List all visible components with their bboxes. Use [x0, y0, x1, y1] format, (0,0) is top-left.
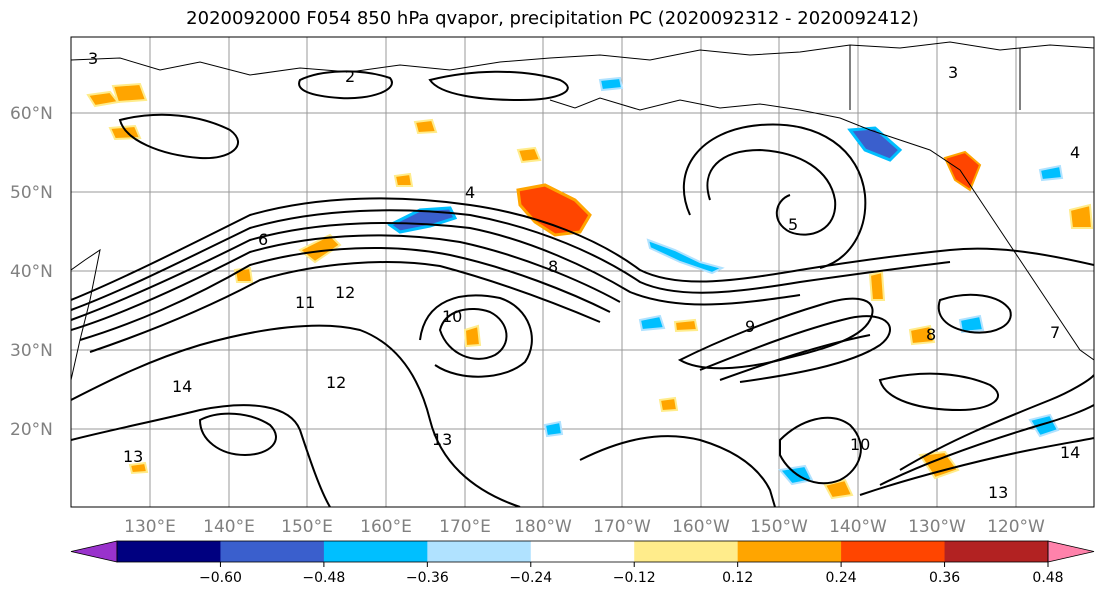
map-content: 3 2 4 6 8 10 11 12 13 14 5 7 9 12 13 13 … — [71, 37, 1094, 507]
svg-text:9: 9 — [745, 317, 755, 336]
colorbar-extend-low — [70, 540, 118, 563]
lon-label: 160°W — [672, 517, 730, 537]
svg-text:10: 10 — [850, 435, 870, 454]
colorbar-segment — [634, 541, 739, 562]
svg-text:12: 12 — [335, 283, 355, 302]
colorbar-ticks: −0.60 −0.48 −0.36 −0.24 −0.12 0.12 0.24 0.36 0.4… — [199, 562, 1064, 586]
lon-label: 140°W — [829, 517, 887, 537]
latitude-labels: 60°N 50°N 40°N 30°N 20°N — [10, 104, 53, 440]
svg-text:13: 13 — [988, 483, 1008, 502]
colorbar-tick-label: −0.60 — [199, 570, 242, 586]
precip-patches — [86, 76, 1094, 500]
svg-text:4: 4 — [465, 183, 475, 202]
svg-text:10: 10 — [442, 307, 462, 326]
lon-label: 150°E — [281, 517, 333, 537]
svg-text:7: 7 — [1050, 323, 1060, 342]
lon-label: 180°W — [514, 517, 572, 537]
svg-text:8: 8 — [926, 325, 936, 344]
svg-text:2: 2 — [345, 67, 355, 86]
svg-text:13: 13 — [432, 430, 452, 449]
lat-label: 60°N — [10, 104, 53, 124]
colorbar: −0.60 −0.48 −0.36 −0.24 −0.12 0.12 0.24 0.36 0.4… — [70, 540, 1095, 586]
contour-lines — [71, 70, 1094, 507]
map-frame — [70, 36, 1095, 508]
lon-label: 170°W — [593, 517, 651, 537]
lon-label: 130°E — [124, 517, 176, 537]
colorbar-tick-label: −0.48 — [302, 570, 345, 586]
colorbar-tick-label: 0.24 — [826, 570, 857, 586]
colorbar-tick-label: 0.36 — [929, 570, 960, 586]
lon-label: 170°E — [439, 517, 491, 537]
lon-label: 160°E — [360, 517, 412, 537]
colorbar-segment — [530, 541, 635, 562]
colorbar-segments — [70, 540, 1095, 563]
colorbar-segment — [427, 541, 532, 562]
colorbar-tick-label: −0.12 — [613, 570, 656, 586]
svg-text:14: 14 — [172, 377, 192, 396]
svg-text:14: 14 — [1060, 443, 1080, 462]
lat-label: 40°N — [10, 262, 53, 282]
longitude-labels: 130°E 140°E 150°E 160°E 170°E 180°W 170°… — [124, 517, 1045, 537]
colorbar-extend-high — [1047, 540, 1095, 563]
map-title: 2020092000 F054 850 hPa qvapor, precipit… — [186, 8, 919, 29]
svg-text:4: 4 — [1070, 143, 1080, 162]
svg-text:12: 12 — [326, 373, 346, 392]
lat-label: 20°N — [10, 420, 53, 440]
map-panel — [71, 37, 1094, 507]
lon-label: 150°W — [750, 517, 808, 537]
colorbar-segment — [841, 541, 946, 562]
coastlines — [71, 41, 1094, 381]
svg-text:13: 13 — [123, 447, 143, 466]
lat-label: 50°N — [10, 183, 53, 203]
colorbar-segment — [944, 541, 1049, 562]
colorbar-tick-label: 0.48 — [1032, 570, 1063, 586]
svg-text:3: 3 — [88, 49, 98, 68]
colorbar-tick-label: −0.36 — [406, 570, 449, 586]
contour-labels: 3 2 4 6 8 10 11 12 13 14 5 7 9 12 13 13 … — [88, 49, 1080, 502]
svg-text:11: 11 — [295, 293, 315, 312]
colorbar-segment — [323, 541, 428, 562]
colorbar-segment — [220, 541, 325, 562]
colorbar-segment — [117, 541, 221, 562]
lon-label: 130°W — [908, 517, 966, 537]
lat-label: 30°N — [10, 341, 53, 361]
svg-text:8: 8 — [548, 257, 558, 276]
svg-text:6: 6 — [258, 230, 268, 249]
colorbar-tick-label: −0.24 — [509, 570, 552, 586]
svg-text:3: 3 — [948, 63, 958, 82]
lon-label: 140°E — [203, 517, 255, 537]
lon-label: 120°W — [987, 517, 1045, 537]
colorbar-frame — [116, 540, 1049, 563]
svg-text:5: 5 — [788, 215, 798, 234]
colorbar-segment — [737, 541, 842, 562]
colorbar-tick-label: 0.12 — [722, 570, 753, 586]
